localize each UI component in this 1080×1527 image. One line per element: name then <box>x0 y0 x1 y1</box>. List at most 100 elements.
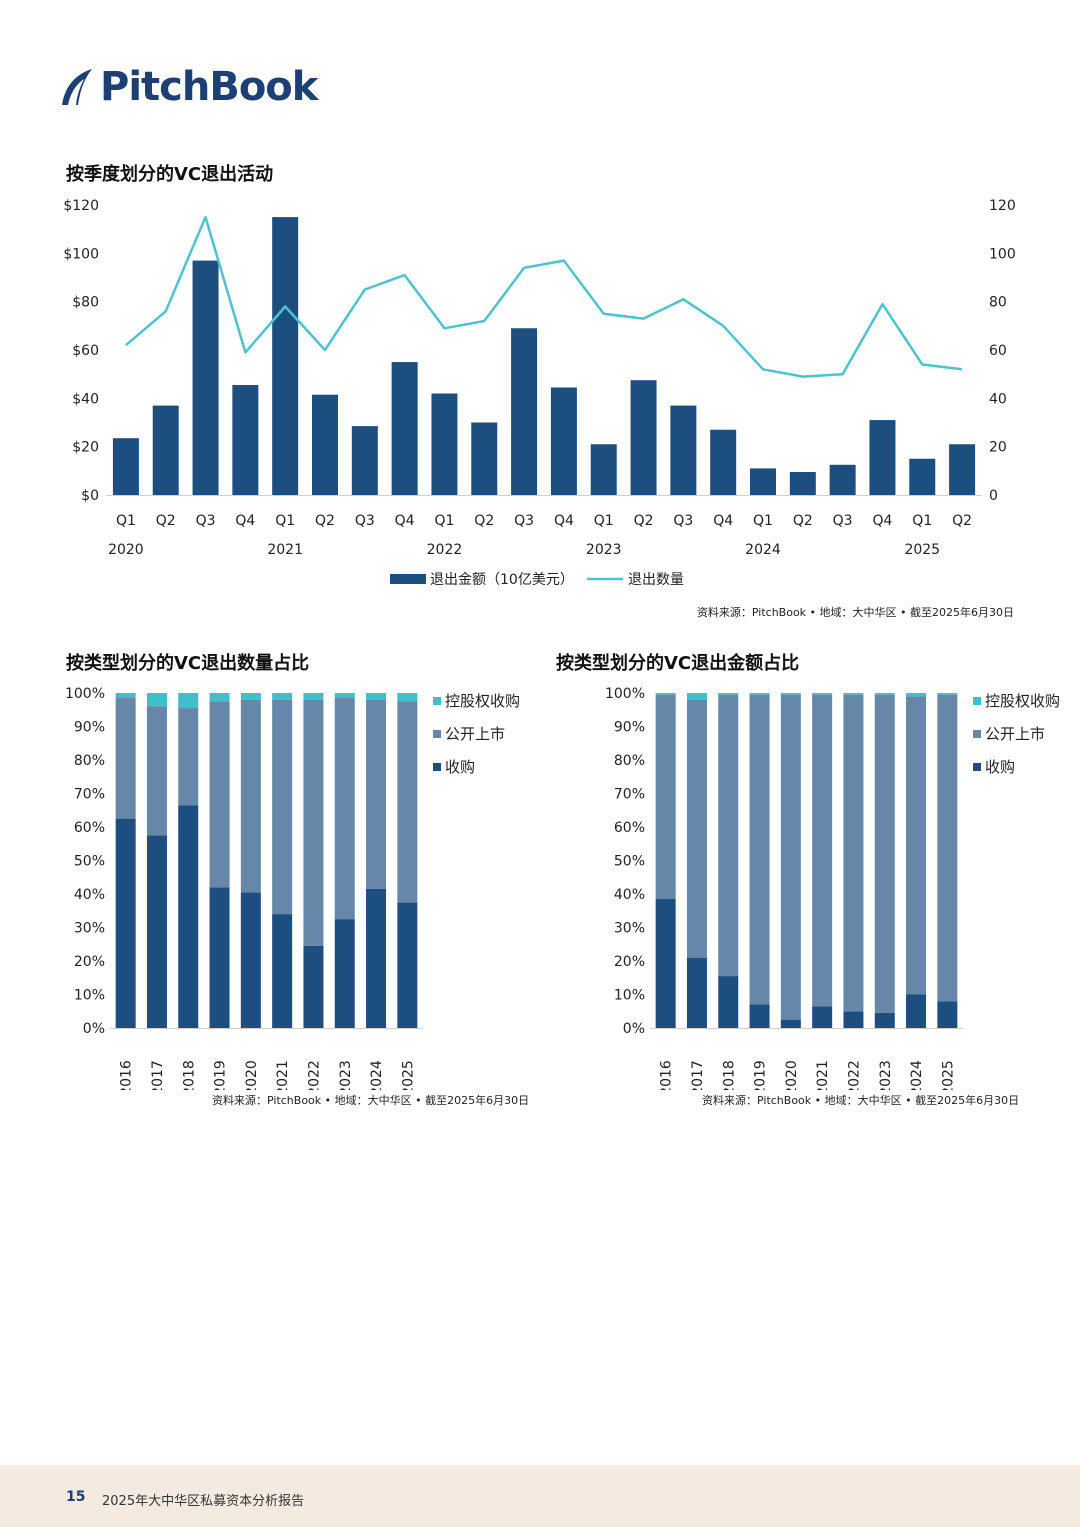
quarter-tick: Q2 <box>315 513 335 529</box>
y-axis-tick: 30% <box>614 921 645 937</box>
quarter-tick: Q3 <box>833 513 853 529</box>
acquisition-segment <box>655 899 676 1028</box>
legend-swatch <box>433 697 441 705</box>
left-axis-tick: $80 <box>72 295 99 311</box>
year-tick: 2023 <box>338 1060 354 1090</box>
acquisition-segment <box>780 1019 801 1028</box>
ipo-segment <box>812 694 833 1007</box>
ipo-segment <box>937 694 958 1002</box>
acquisition-segment <box>115 818 136 1028</box>
y-axis-tick: 80% <box>614 753 645 769</box>
pitchbook-sail-icon <box>62 69 92 105</box>
year-tick: 2022 <box>846 1060 862 1090</box>
acquisition-segment <box>843 1011 864 1028</box>
year-tick: 2022 <box>306 1060 322 1090</box>
year-tick: 2024 <box>369 1060 385 1090</box>
buyout-segment <box>874 693 895 695</box>
right-axis-tick: 120 <box>989 198 1016 214</box>
acquisition-segment <box>366 888 387 1028</box>
left-axis-tick: $40 <box>72 391 99 407</box>
exit-value-bar <box>869 420 896 495</box>
report-title: 2025年大中华区私募资本分析报告 <box>102 1494 305 1509</box>
acquisition-segment <box>812 1006 833 1028</box>
buyout-segment <box>303 693 324 700</box>
left-axis-tick: $100 <box>63 246 99 262</box>
ipo-segment <box>906 696 927 995</box>
quarter-tick: Q1 <box>594 513 614 529</box>
legend-label: 控股权收购 <box>445 692 520 710</box>
y-axis-tick: 80% <box>74 753 105 769</box>
quarter-tick: Q2 <box>634 513 654 529</box>
acquisition-segment <box>686 957 707 1028</box>
acquisition-segment <box>937 1001 958 1028</box>
quarter-tick: Q2 <box>952 513 972 529</box>
year-tick: 2016 <box>659 1060 675 1090</box>
legend-label: 公开上市 <box>985 725 1045 743</box>
year-tick: 2020 <box>784 1060 800 1090</box>
left-axis-tick: $0 <box>81 488 99 504</box>
year-tick: 2023 <box>586 542 622 558</box>
ipo-segment <box>146 706 167 836</box>
acquisition-segment <box>146 835 167 1028</box>
acquisition-segment <box>334 919 355 1028</box>
y-axis-tick: 0% <box>83 1021 105 1037</box>
quarter-tick: Q3 <box>196 513 216 529</box>
ipo-segment <box>655 694 676 900</box>
right-axis-tick: 20 <box>989 440 1007 456</box>
exit-value-bar <box>590 444 617 495</box>
pitchbook-logo: PitchBook <box>58 64 318 110</box>
logo-text: PitchBook <box>100 64 318 110</box>
count-share-chart: 0% 10% 20% 30% 40% 50% 60% 70% 80% 90% 100% 2016 201… <box>65 686 520 1090</box>
acquisition-segment <box>178 805 199 1028</box>
exit-value-bar <box>909 458 936 495</box>
chart3-title: 按类型划分的VC退出金额占比 <box>556 653 800 674</box>
right-axis-tick: 40 <box>989 391 1007 407</box>
buyout-segment <box>655 693 676 695</box>
legend-swatch <box>433 763 441 771</box>
ipo-segment <box>874 694 895 1013</box>
quarter-tick: Q1 <box>912 513 932 529</box>
exit-value-bar <box>789 472 816 495</box>
quarter-tick: Q4 <box>554 513 574 529</box>
y-axis-tick: 20% <box>74 954 105 970</box>
year-tick: 2022 <box>427 542 463 558</box>
year-tick: 2025 <box>400 1060 416 1090</box>
legend-swatch <box>973 763 981 771</box>
quarter-tick: Q3 <box>514 513 534 529</box>
acquisition-segment <box>397 902 418 1028</box>
left-axis-tick: $60 <box>72 343 99 359</box>
year-tick: 2018 <box>181 1060 197 1090</box>
right-axis-tick: 100 <box>989 246 1016 262</box>
acquisition-segment <box>209 887 230 1028</box>
y-axis-tick: 30% <box>74 921 105 937</box>
quarter-tick: Q2 <box>793 513 813 529</box>
legend-line-label: 退出数量 <box>628 572 684 588</box>
exit-value-bar <box>232 385 259 495</box>
buyout-segment <box>397 693 418 702</box>
legend-label: 收购 <box>985 758 1015 776</box>
quarter-tick: Q2 <box>156 513 176 529</box>
exit-value-bar <box>192 260 219 495</box>
exit-value-bar <box>949 444 976 495</box>
ipo-segment <box>272 699 293 915</box>
ipo-segment <box>178 708 199 806</box>
buyout-segment <box>366 693 387 700</box>
y-axis-tick: 0% <box>623 1021 645 1037</box>
year-tick: 2025 <box>940 1060 956 1090</box>
y-axis-tick: 10% <box>74 988 105 1004</box>
year-tick: 2021 <box>815 1060 831 1090</box>
year-tick: 2020 <box>108 542 144 558</box>
year-tick: 2017 <box>690 1060 706 1090</box>
y-axis-tick: 10% <box>614 988 645 1004</box>
exit-value-bar <box>630 380 657 495</box>
ipo-segment <box>303 699 324 946</box>
y-axis-tick: 70% <box>614 787 645 803</box>
ipo-segment <box>843 694 864 1012</box>
y-axis-tick: 90% <box>74 720 105 736</box>
footer-bar <box>0 1465 1080 1527</box>
chart2-source: 资料来源：PitchBook • 地域：大中华区 • 截至2025年6月30日 <box>212 1094 530 1107</box>
legend-bar-swatch <box>390 574 426 584</box>
year-tick: 2016 <box>119 1060 135 1090</box>
legend-swatch <box>433 730 441 738</box>
left-axis-tick: $120 <box>63 198 99 214</box>
